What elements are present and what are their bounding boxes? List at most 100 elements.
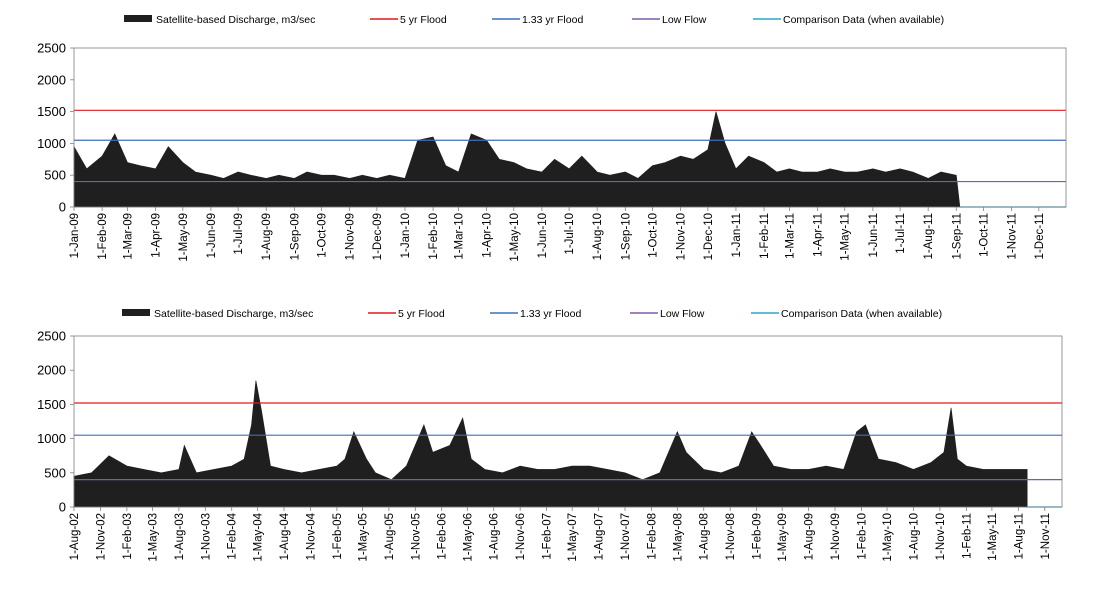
x-tick-label: 1-Dec-09 xyxy=(372,213,384,260)
x-tick-label: 1-Feb-10 xyxy=(428,213,440,260)
legend-label: 1.33 yr Flood xyxy=(522,14,583,26)
x-tick-label: 1-Jun-09 xyxy=(206,213,218,258)
x-tick-label: 1-Oct-11 xyxy=(978,213,990,257)
x-tick-label: 1-Apr-11 xyxy=(813,213,825,257)
x-tick-label: 1-Jun-10 xyxy=(537,213,549,258)
y-tick-label: 1500 xyxy=(37,397,66,412)
x-tick-label: 1-Feb-09 xyxy=(752,513,764,560)
x-tick-label: 1-Aug-11 xyxy=(923,213,935,259)
x-tick-label: 1-May-03 xyxy=(147,513,159,562)
legend-item: Satellite-based Discharge, m3/sec xyxy=(124,14,315,26)
x-tick-label: 1-Feb-08 xyxy=(646,513,658,560)
x-tick-label: 1-May-06 xyxy=(462,513,474,562)
x-tick-label: 1-Nov-02 xyxy=(95,513,107,560)
x-tick-label: 1-Nov-07 xyxy=(620,513,632,560)
discharge-area xyxy=(73,380,1028,508)
x-tick-label: 1-May-04 xyxy=(253,512,265,561)
legend-item: 5 yr Flood xyxy=(370,14,447,26)
x-tick-label: 1-Feb-11 xyxy=(759,213,771,259)
legend-item: Comparison Data (when available) xyxy=(753,14,944,26)
legend-label: Comparison Data (when available) xyxy=(781,308,942,320)
discharge-area xyxy=(73,111,961,208)
x-tick-label: 1-Feb-04 xyxy=(227,512,239,559)
legend-item: Low Flow xyxy=(632,14,707,26)
x-tick-label: 1-Feb-11 xyxy=(961,513,973,559)
y-tick-label: 2500 xyxy=(37,41,66,56)
x-tick-label: 1-May-11 xyxy=(840,213,852,261)
x-tick-label: 1-Sep-11 xyxy=(951,213,963,259)
x-tick-label: 1-Dec-10 xyxy=(703,213,715,260)
x-tick-label: 1-Nov-08 xyxy=(725,513,737,560)
y-tick-label: 1000 xyxy=(37,136,66,151)
x-tick-label: 1-Apr-09 xyxy=(151,213,163,258)
x-tick-label: 1-Aug-10 xyxy=(592,213,604,260)
x-tick-label: 1-Mar-09 xyxy=(122,213,134,260)
legend: Satellite-based Discharge, m3/sec 5 yr Fl… xyxy=(122,308,942,320)
y-tick-label: 1500 xyxy=(37,104,66,119)
x-tick-label: 1-Nov-11 xyxy=(1007,213,1019,259)
legend-label: 5 yr Flood xyxy=(400,14,447,26)
x-tick-label: 1-May-10 xyxy=(509,213,521,262)
legend-item: 1.33 yr Flood xyxy=(492,14,583,26)
x-tick-label: 1-Nov-03 xyxy=(200,513,212,560)
x-tick-label: 1-Nov-10 xyxy=(935,513,947,560)
legend-item: 1.33 yr Flood xyxy=(490,308,581,320)
legend-label: Comparison Data (when available) xyxy=(783,14,944,26)
y-tick-label: 500 xyxy=(44,465,66,480)
plot-area xyxy=(73,335,1063,508)
legend-label: Satellite-based Discharge, m3/sec xyxy=(154,308,313,320)
legend-label: Low Flow xyxy=(660,308,705,320)
x-tick-label: 1-Jan-09 xyxy=(69,213,81,258)
y-tick-label: 0 xyxy=(59,200,66,215)
x-tick-label: 1-Jul-10 xyxy=(564,213,576,255)
x-tick-label: 1-Feb-07 xyxy=(542,513,554,560)
legend-item: Comparison Data (when available) xyxy=(751,308,942,320)
x-tick-label: 1-Jan-10 xyxy=(400,213,412,258)
x-tick-label: 1-Nov-06 xyxy=(515,513,527,560)
x-tick-label: 1-Dec-11 xyxy=(1034,213,1046,259)
legend-label: Satellite-based Discharge, m3/sec xyxy=(156,14,315,26)
y-tick-label: 0 xyxy=(59,500,66,515)
y-tick-label: 2000 xyxy=(37,363,66,378)
x-tick-label: 1-Feb-06 xyxy=(437,513,449,560)
x-tick-label: 1-Nov-04 xyxy=(305,512,317,560)
x-tick-label: 1-Mar-10 xyxy=(453,213,465,260)
x-tick-label: 1-Feb-10 xyxy=(856,513,868,560)
x-tick-label: 1-Aug-09 xyxy=(804,513,816,560)
x-tick-label: 1-May-07 xyxy=(567,513,579,562)
x-tick-label: 1-May-08 xyxy=(672,513,684,562)
y-tick-label: 1000 xyxy=(37,431,66,446)
x-tick-label: 1-Nov-11 xyxy=(1040,513,1052,559)
x-tick-label: 1-Oct-10 xyxy=(648,213,660,258)
x-tick-label: 1-Aug-08 xyxy=(699,513,711,560)
x-tick-label: 1-May-11 xyxy=(987,513,999,561)
legend-swatch xyxy=(122,309,150,316)
legend-item: 5 yr Flood xyxy=(368,308,445,320)
x-tick-label: 1-Feb-09 xyxy=(97,213,109,260)
x-tick-label: 1-Nov-05 xyxy=(410,513,422,560)
x-tick-label: 1-Nov-10 xyxy=(676,213,688,260)
chart-panel-2002-2011: Satellite-based Discharge, m3/sec 5 yr Fl… xyxy=(37,308,1063,562)
x-tick-label: 1-May-05 xyxy=(357,513,369,562)
x-tick-label: 1-Aug-10 xyxy=(908,513,920,560)
x-tick-label: 1-May-09 xyxy=(777,513,789,562)
legend-item: Satellite-based Discharge, m3/sec xyxy=(122,308,313,320)
y-tick-label: 500 xyxy=(44,168,66,183)
x-tick-label: 1-Apr-10 xyxy=(482,213,494,258)
x-tick-label: 1-Jul-09 xyxy=(233,213,245,255)
x-tick-label: 1-Sep-09 xyxy=(289,213,301,260)
x-tick-label: 1-Sep-10 xyxy=(620,213,632,260)
x-tick-label: 1-Aug-06 xyxy=(489,513,501,560)
x-tick-label: 1-Aug-11 xyxy=(1013,513,1025,559)
x-tick-label: 1-Aug-03 xyxy=(174,513,186,560)
y-tick-label: 2500 xyxy=(37,329,66,344)
x-tick-label: 1-Oct-09 xyxy=(317,213,329,258)
x-tick-label: 1-Nov-09 xyxy=(345,213,357,260)
x-tick-label: 1-Nov-09 xyxy=(830,513,842,560)
x-tick-label: 1-Aug-04 xyxy=(279,512,291,560)
x-tick-label: 1-Aug-05 xyxy=(384,513,396,560)
x-tick-label: 1-May-09 xyxy=(178,213,190,262)
y-tick-label: 2000 xyxy=(37,72,66,87)
legend-item: Low Flow xyxy=(630,308,705,320)
